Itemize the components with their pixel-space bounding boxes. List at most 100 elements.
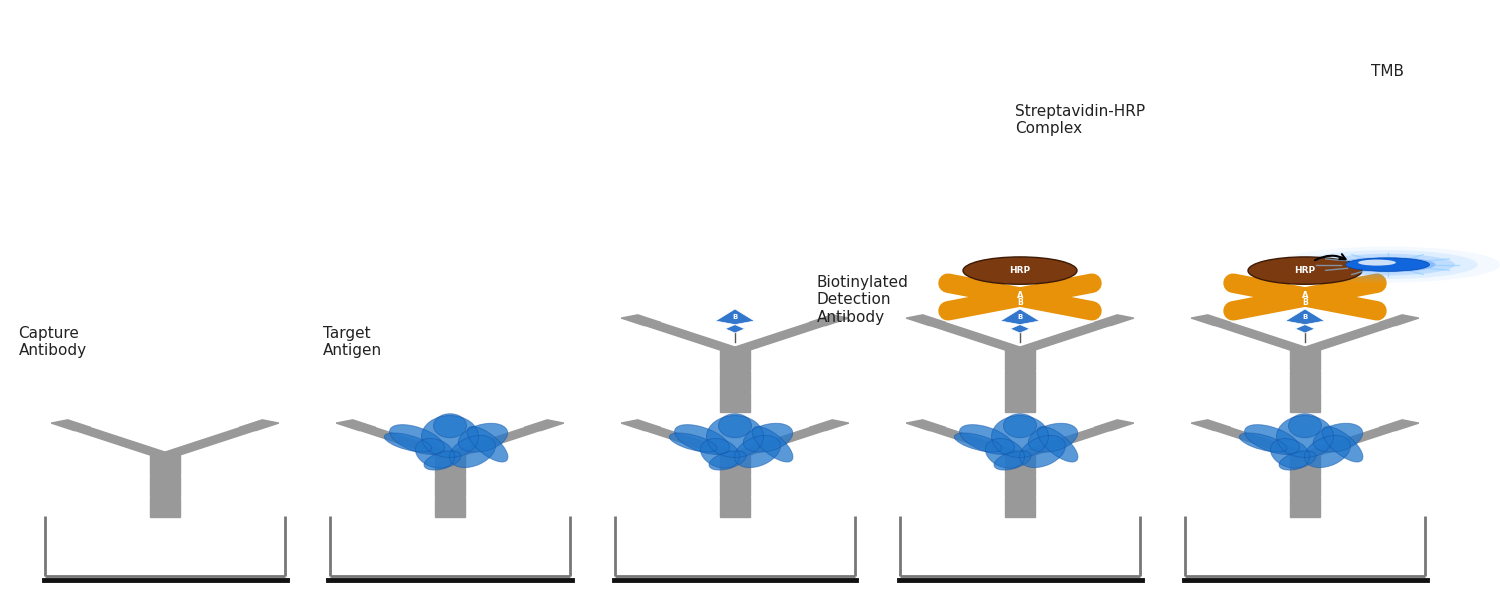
FancyBboxPatch shape — [720, 455, 750, 475]
Polygon shape — [1191, 315, 1231, 326]
Polygon shape — [336, 420, 376, 431]
Ellipse shape — [416, 439, 454, 468]
Ellipse shape — [1358, 260, 1396, 266]
Text: HRP: HRP — [1294, 266, 1316, 275]
Text: Capture
Antibody: Capture Antibody — [18, 326, 87, 358]
Polygon shape — [1000, 309, 1039, 325]
Ellipse shape — [390, 425, 444, 454]
FancyBboxPatch shape — [1290, 392, 1320, 412]
Polygon shape — [51, 420, 92, 431]
FancyBboxPatch shape — [1005, 392, 1035, 412]
FancyBboxPatch shape — [720, 476, 750, 496]
Text: B: B — [732, 314, 738, 320]
Ellipse shape — [752, 427, 794, 462]
Ellipse shape — [700, 439, 740, 468]
Ellipse shape — [963, 257, 1077, 284]
FancyBboxPatch shape — [150, 455, 180, 475]
Ellipse shape — [1288, 414, 1322, 438]
Ellipse shape — [1320, 254, 1455, 275]
Text: TMB: TMB — [1371, 64, 1404, 79]
Ellipse shape — [384, 433, 432, 452]
Text: B: B — [1017, 314, 1023, 320]
FancyBboxPatch shape — [720, 350, 750, 370]
Polygon shape — [1294, 325, 1314, 333]
Polygon shape — [645, 323, 742, 352]
Text: B: B — [1302, 298, 1308, 307]
Text: B: B — [1017, 298, 1023, 307]
FancyBboxPatch shape — [435, 476, 465, 496]
Text: A: A — [1017, 290, 1023, 299]
Polygon shape — [808, 315, 849, 326]
Text: A: A — [1302, 290, 1308, 299]
Ellipse shape — [994, 451, 1030, 470]
Ellipse shape — [1248, 257, 1362, 284]
Text: HRP: HRP — [1010, 266, 1031, 275]
Polygon shape — [930, 428, 1028, 457]
Polygon shape — [621, 315, 662, 326]
Ellipse shape — [735, 436, 780, 467]
Ellipse shape — [954, 433, 1002, 452]
Ellipse shape — [1298, 250, 1478, 279]
FancyBboxPatch shape — [435, 455, 465, 475]
Ellipse shape — [466, 427, 509, 462]
Ellipse shape — [744, 423, 792, 452]
Polygon shape — [621, 420, 662, 431]
FancyBboxPatch shape — [1005, 350, 1035, 370]
Ellipse shape — [459, 423, 507, 452]
Ellipse shape — [1280, 451, 1316, 470]
Ellipse shape — [706, 415, 764, 457]
Ellipse shape — [718, 414, 752, 438]
Ellipse shape — [1029, 423, 1077, 452]
FancyBboxPatch shape — [1290, 455, 1320, 475]
Polygon shape — [360, 428, 458, 457]
Ellipse shape — [1276, 415, 1334, 457]
Ellipse shape — [1340, 257, 1436, 272]
Polygon shape — [1013, 428, 1110, 457]
Ellipse shape — [992, 415, 1048, 457]
Ellipse shape — [710, 451, 746, 470]
FancyBboxPatch shape — [720, 392, 750, 412]
Polygon shape — [1378, 315, 1419, 326]
Polygon shape — [906, 420, 946, 431]
Ellipse shape — [1004, 414, 1036, 438]
FancyBboxPatch shape — [1290, 350, 1320, 370]
Polygon shape — [716, 309, 754, 325]
Polygon shape — [726, 325, 744, 333]
Ellipse shape — [1239, 433, 1287, 452]
Ellipse shape — [1002, 294, 1038, 300]
Text: B: B — [1302, 314, 1308, 320]
Polygon shape — [158, 428, 255, 457]
Polygon shape — [808, 420, 849, 431]
Ellipse shape — [960, 425, 1014, 454]
Polygon shape — [1094, 420, 1134, 431]
Polygon shape — [1298, 323, 1395, 352]
Polygon shape — [1378, 420, 1419, 431]
FancyBboxPatch shape — [1005, 497, 1035, 517]
Polygon shape — [1215, 323, 1312, 352]
Polygon shape — [1013, 323, 1110, 352]
Polygon shape — [1286, 309, 1324, 325]
Polygon shape — [1298, 428, 1395, 457]
FancyBboxPatch shape — [1290, 371, 1320, 391]
Ellipse shape — [424, 451, 460, 470]
FancyBboxPatch shape — [150, 476, 180, 496]
Ellipse shape — [1346, 258, 1430, 271]
Polygon shape — [645, 428, 742, 457]
FancyBboxPatch shape — [720, 497, 750, 517]
Ellipse shape — [422, 415, 478, 457]
Polygon shape — [728, 428, 825, 457]
Polygon shape — [1215, 428, 1312, 457]
Ellipse shape — [1286, 294, 1323, 300]
Text: Biotinylated
Detection
Antibody: Biotinylated Detection Antibody — [816, 275, 909, 325]
Polygon shape — [906, 315, 946, 326]
FancyBboxPatch shape — [435, 497, 465, 517]
FancyBboxPatch shape — [720, 371, 750, 391]
FancyBboxPatch shape — [1005, 455, 1035, 475]
Polygon shape — [930, 323, 1028, 352]
Ellipse shape — [1036, 427, 1078, 462]
Ellipse shape — [1275, 247, 1500, 283]
Polygon shape — [1011, 325, 1029, 333]
Polygon shape — [75, 428, 172, 457]
FancyBboxPatch shape — [1005, 371, 1035, 391]
Ellipse shape — [1245, 425, 1299, 454]
